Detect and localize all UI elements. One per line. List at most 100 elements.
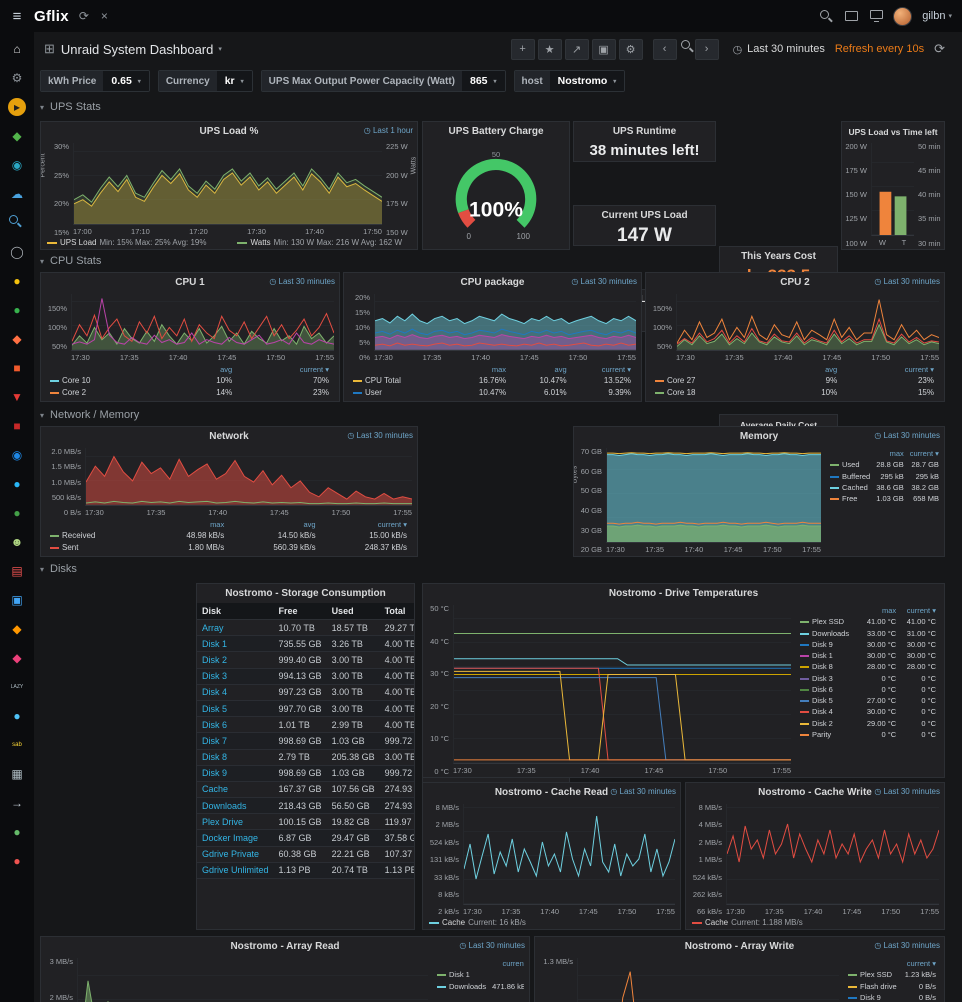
- table-column-header[interactable]: Disk: [197, 603, 274, 620]
- sidebar-camera-icon[interactable]: ▣: [11, 593, 23, 607]
- sidebar-stripes-icon[interactable]: ▤: [11, 564, 23, 578]
- legend-column-header[interactable]: avg: [554, 364, 567, 374]
- panel-title[interactable]: CPU package Last 30 minutes: [344, 273, 641, 292]
- share-button[interactable]: ↗: [564, 38, 589, 60]
- dashboard-title[interactable]: Unraid System Dashboard: [60, 41, 214, 57]
- refresh-interval-button[interactable]: Refresh every 10s: [835, 43, 924, 55]
- time-back-button[interactable]: ‹: [652, 38, 677, 60]
- legend-column-header[interactable]: current ▾: [502, 959, 524, 968]
- cycle-playlist-icon[interactable]: ⟳: [78, 9, 89, 23]
- app-title[interactable]: Gflix: [34, 7, 69, 25]
- chart-area[interactable]: [77, 958, 428, 1002]
- sidebar-green-circle-icon[interactable]: ●: [13, 506, 21, 520]
- user-menu[interactable]: gilbn ▾: [922, 10, 952, 22]
- legend-column-header[interactable]: current ▾: [906, 606, 936, 615]
- section-row-disks[interactable]: ▾ Disks: [40, 562, 77, 576]
- save-button[interactable]: ▣: [591, 38, 616, 60]
- variable-ups-max-output-power-capacity-watt-[interactable]: UPS Max Output Power Capacity (Watt) 865 ▾: [260, 70, 506, 92]
- legend-item[interactable]: Core 10 10% 70%: [47, 375, 332, 387]
- chart-area[interactable]: [676, 294, 939, 351]
- legend-item[interactable]: Disk 1: [434, 969, 524, 980]
- sidebar-beer-icon[interactable]: ●: [13, 274, 21, 288]
- panel-title[interactable]: UPS Load % Last 1 hour: [41, 122, 417, 141]
- panel-title[interactable]: This Years Cost: [720, 247, 837, 266]
- table-column-header[interactable]: Used: [326, 603, 380, 620]
- legend-item[interactable]: UPS Load Min: 15% Max: 25% Avg: 19%: [47, 238, 207, 247]
- legend-column-header[interactable]: max: [210, 519, 225, 529]
- legend-column-header[interactable]: current ▾: [904, 364, 934, 374]
- sidebar-lazy-icon[interactable]: LAZY: [10, 684, 24, 690]
- legend-item[interactable]: Core 2 14% 23%: [47, 387, 332, 399]
- refresh-icon[interactable]: ⟳: [934, 41, 945, 56]
- variable-value[interactable]: kr ▾: [216, 71, 252, 91]
- legend-column-header[interactable]: avg: [220, 364, 233, 374]
- legend-column-header[interactable]: current ▾: [909, 449, 939, 458]
- star-button[interactable]: ★: [537, 38, 562, 60]
- legend-item[interactable]: Disk 9 30.00 °C 30.00 °C: [797, 639, 939, 650]
- sidebar-shield-icon[interactable]: ▼: [11, 390, 23, 404]
- search-icon[interactable]: [819, 9, 833, 23]
- sidebar-settings-icon[interactable]: ⚙: [11, 71, 23, 85]
- sidebar-red-app-icon[interactable]: ■: [13, 419, 21, 433]
- sidebar-orange-gem-icon[interactable]: ◆: [12, 622, 22, 636]
- variable-currency[interactable]: Currency kr ▾: [157, 70, 253, 92]
- sidebar-github-icon[interactable]: ●: [13, 825, 21, 839]
- legend-item[interactable]: Plex SSD 1.23 kB/s: [845, 969, 939, 980]
- zoom-out-button[interactable]: [680, 39, 692, 51]
- chart-area[interactable]: [71, 294, 334, 351]
- legend-item[interactable]: Used 28.8 GB 28.7 GB: [827, 459, 939, 470]
- variable-host[interactable]: host Nostromo ▾: [513, 70, 626, 92]
- legend-item[interactable]: Downloads 33.00 °C 31.00 °C: [797, 628, 939, 639]
- panel-title[interactable]: UPS Battery Charge: [423, 122, 569, 141]
- section-row-ups[interactable]: ▾ UPS Stats: [40, 100, 101, 114]
- legend-column-header[interactable]: max: [881, 606, 897, 615]
- legend-item[interactable]: Disk 8 28.00 °C 28.00 °C: [797, 661, 939, 672]
- panel-title[interactable]: CPU 1 Last 30 minutes: [41, 273, 339, 292]
- panel-title[interactable]: UPS Load vs Time left: [842, 122, 944, 141]
- legend-column-header[interactable]: current ▾: [299, 364, 329, 374]
- sidebar-pink-app-icon[interactable]: ◆: [12, 651, 22, 665]
- legend-item[interactable]: Disk 5 27.00 °C 0 °C: [797, 695, 939, 706]
- panel-title[interactable]: UPS Runtime: [574, 122, 715, 141]
- legend-item[interactable]: Disk 1 30.00 °C 30.00 °C: [797, 650, 939, 661]
- panel-title[interactable]: Current UPS Load: [574, 206, 715, 225]
- legend-column-header[interactable]: current ▾: [906, 959, 936, 968]
- legend-item[interactable]: Buffered 295 kB 295 kB: [827, 471, 939, 482]
- panel-title[interactable]: Nostromo - Drive Temperatures: [423, 584, 944, 603]
- chart-area[interactable]: [85, 448, 412, 506]
- legend-item[interactable]: Watts Min: 130 W Max: 216 W Avg: 162 W: [237, 238, 402, 247]
- legend-item[interactable]: CPU Total 16.76% 10.47% 13.52%: [350, 375, 634, 387]
- sidebar-signout-icon[interactable]: →: [11, 796, 23, 810]
- display-icon[interactable]: [870, 10, 884, 22]
- legend-item[interactable]: Parity 0 °C 0 °C: [797, 729, 939, 740]
- sidebar-sab-icon[interactable]: sab: [12, 742, 22, 748]
- chart-area[interactable]: [871, 143, 914, 236]
- legend-item[interactable]: User 10.47% 6.01% 9.39%: [350, 387, 634, 399]
- chart-area[interactable]: [726, 804, 939, 905]
- panel-title[interactable]: CPU 2 Last 30 minutes: [646, 273, 944, 292]
- legend-item[interactable]: Disk 2 29.00 °C 0 °C: [797, 718, 939, 729]
- fullscreen-icon[interactable]: [845, 11, 859, 21]
- sidebar-user-icon[interactable]: ◯: [10, 245, 24, 259]
- panel-title[interactable]: Nostromo - Cache ReadLast 30 minutes: [423, 783, 680, 802]
- legend-column-header[interactable]: avg: [303, 519, 316, 529]
- panel-title[interactable]: Memory Last 30 minutes: [574, 427, 944, 446]
- legend-item[interactable]: Received 48.98 kB/s 14.50 kB/s 15.00 kB/s: [47, 530, 410, 542]
- table-column-header[interactable]: Total: [379, 603, 414, 620]
- legend-item[interactable]: Core 18 10% 15%: [652, 387, 937, 399]
- chart-area[interactable]: [463, 804, 675, 905]
- user-avatar[interactable]: [893, 6, 913, 26]
- sidebar-unraid-icon[interactable]: ■: [13, 361, 21, 375]
- chart-area[interactable]: [453, 605, 791, 764]
- legend-column-header[interactable]: max: [889, 449, 904, 458]
- sidebar-home-icon[interactable]: ⌂: [13, 42, 21, 56]
- sidebar-drop-icon[interactable]: ●: [13, 709, 21, 723]
- sidebar-red-circle-icon[interactable]: ●: [13, 854, 21, 868]
- panel-title[interactable]: Nostromo - Array Write Last 30 minutes: [535, 937, 944, 956]
- sidebar-swirl-icon[interactable]: ●: [13, 477, 21, 491]
- variable-value[interactable]: Nostromo ▾: [549, 71, 625, 91]
- variable-kwh-price[interactable]: kWh Price 0.65 ▾: [40, 70, 150, 92]
